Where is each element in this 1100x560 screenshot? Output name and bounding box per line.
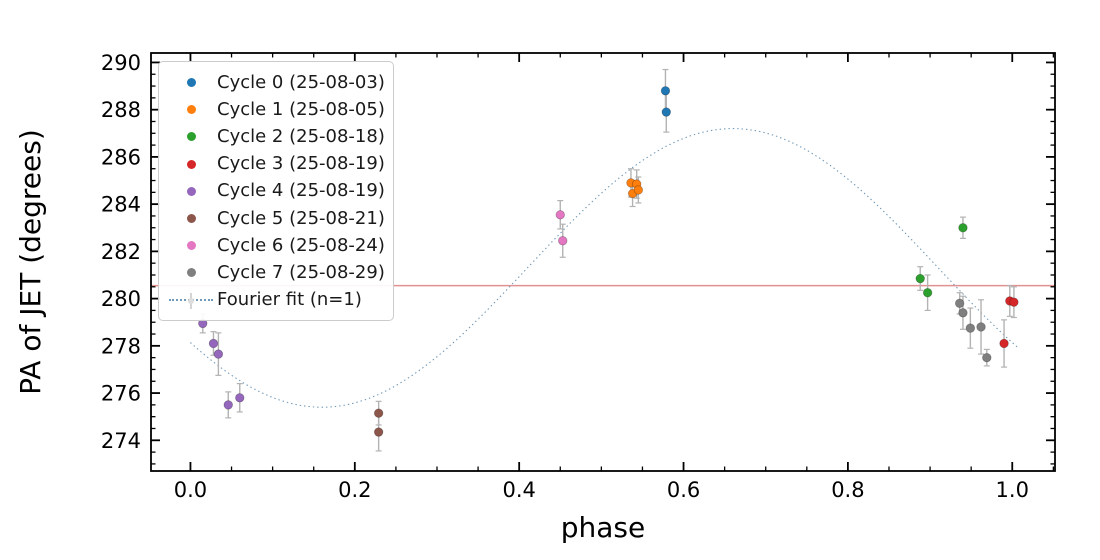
legend-dot-icon xyxy=(186,186,196,196)
plot-area: 0.0 0.2 0.4 0.6 0.8 1.0 274 276 278 280 282 284 286 2… xyxy=(101,51,1056,502)
legend-marker-icon xyxy=(165,186,217,196)
data-point-cycle-4 xyxy=(223,400,233,410)
legend-item-cycle-2: Cycle 2 (25-08-18) xyxy=(165,123,387,150)
legend-label: Cycle 2 (25-08-18) xyxy=(217,125,385,147)
data-point-cycle-4 xyxy=(213,349,224,359)
y-tick-label: 290 xyxy=(101,51,141,75)
data-point-cycle-5 xyxy=(373,408,384,418)
legend-item-cycle-5: Cycle 5 (25-08-21) xyxy=(165,205,387,232)
x-axis-label: phase xyxy=(561,511,646,544)
y-tick-label: 282 xyxy=(101,240,141,264)
legend-item-cycle-3: Cycle 3 (25-08-19) xyxy=(165,151,387,178)
y-tick-label: 278 xyxy=(101,334,141,358)
legend-box: Cycle 0 (25-08-03) Cycle 1 (25-08-05) Cycl… xyxy=(158,61,394,321)
y-axis-label: PA of JET (degrees) xyxy=(14,129,47,395)
dotted-line-icon xyxy=(169,293,213,310)
legend-label: Cycle 4 (25-08-19) xyxy=(217,180,385,202)
legend-dot-icon xyxy=(186,159,196,169)
data-point-cycle-6 xyxy=(558,236,568,246)
y-tick-label: 276 xyxy=(101,382,141,406)
plot-frame xyxy=(150,52,1056,472)
legend-item-cycle-1: Cycle 1 (25-08-05) xyxy=(165,96,387,123)
data-point-cycle-2 xyxy=(915,273,925,284)
x-tick-label: 0.2 xyxy=(338,478,371,502)
legend-label: Fourier fit (n=1) xyxy=(217,289,362,311)
data-point-cycle-7 xyxy=(958,308,968,318)
legend-marker-icon xyxy=(165,214,217,224)
data-point-cycle-0 xyxy=(660,86,671,96)
data-point-cycle-2 xyxy=(922,288,933,298)
legend-dot-icon xyxy=(186,132,196,142)
y-tick-label: 274 xyxy=(101,429,141,453)
data-point-cycle-3 xyxy=(1009,297,1019,307)
legend-label: Cycle 0 (25-08-03) xyxy=(217,71,385,93)
data-point-cycle-7 xyxy=(982,352,992,363)
error-bar-icon xyxy=(190,293,192,310)
data-point-cycle-7 xyxy=(965,323,976,333)
legend-label: Cycle 1 (25-08-05) xyxy=(217,98,385,120)
legend-label: Cycle 3 (25-08-19) xyxy=(217,153,385,175)
x-tick-label: 0.8 xyxy=(831,478,864,502)
data-point-cycle-4 xyxy=(208,338,219,349)
x-tick-label: 0.0 xyxy=(174,478,207,502)
legend-item-cycle-6: Cycle 6 (25-08-24) xyxy=(165,232,387,259)
data-point-cycle-0 xyxy=(661,107,671,117)
legend-marker-icon xyxy=(165,159,217,169)
legend-item-cycle-4: Cycle 4 (25-08-19) xyxy=(165,178,387,205)
legend-dot-icon xyxy=(186,268,196,278)
legend-marker-icon xyxy=(165,268,217,278)
data-point-cycle-7 xyxy=(954,298,965,309)
legend-marker-icon xyxy=(165,241,217,251)
data-point-cycle-7 xyxy=(976,322,986,332)
y-tick-label: 288 xyxy=(101,98,141,122)
x-tick-label: 0.6 xyxy=(667,478,700,502)
legend-item-fourier-fit: Fourier fit (n=1) xyxy=(165,287,387,314)
legend-dot-icon xyxy=(186,214,196,224)
data-point-cycle-1 xyxy=(633,185,644,195)
y-tick-label: 280 xyxy=(101,287,141,311)
legend-dot-icon xyxy=(186,105,196,115)
legend-label: Cycle 6 (25-08-24) xyxy=(217,234,385,256)
legend-marker-icon xyxy=(165,132,217,142)
data-point-cycle-6 xyxy=(555,210,565,220)
data-point-cycle-4 xyxy=(235,393,245,403)
data-point-cycle-2 xyxy=(958,223,968,233)
data-point-cycle-3 xyxy=(999,338,1009,349)
x-tick-label: 0.4 xyxy=(502,478,535,502)
legend-item-cycle-7: Cycle 7 (25-08-29) xyxy=(165,259,387,286)
legend-dot-icon xyxy=(186,78,196,88)
legend-marker-icon xyxy=(165,105,217,115)
y-tick-label: 284 xyxy=(101,193,141,217)
legend-label: Cycle 7 (25-08-29) xyxy=(217,261,385,283)
legend-dot-icon xyxy=(186,241,196,251)
fourier-fit-curve xyxy=(190,128,1020,408)
y-tick-label: 286 xyxy=(101,145,141,169)
legend-marker-icon xyxy=(165,78,217,88)
legend-item-cycle-0: Cycle 0 (25-08-03) xyxy=(165,69,387,96)
data-point-cycle-5 xyxy=(373,427,384,437)
legend-label: Cycle 5 (25-08-21) xyxy=(217,207,385,229)
x-tick-label: 1.0 xyxy=(996,478,1029,502)
legend-fit-line-icon xyxy=(165,293,217,310)
data-points xyxy=(198,86,1019,437)
